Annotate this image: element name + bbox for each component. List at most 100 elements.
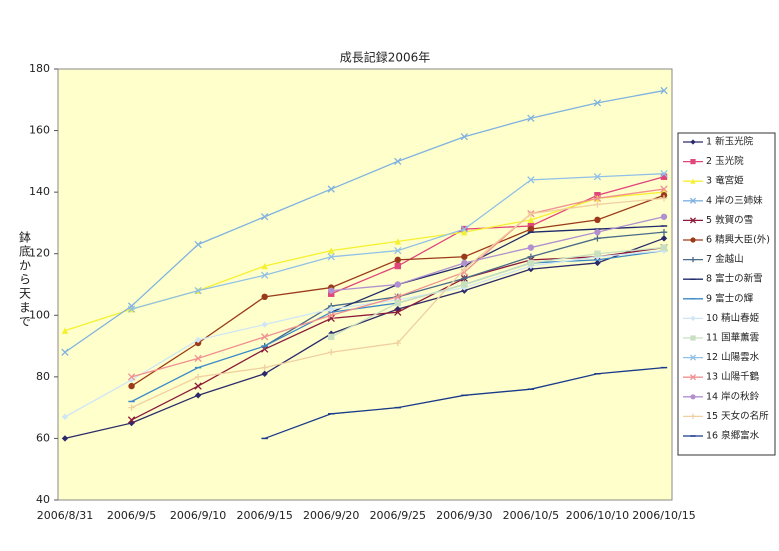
- marker: [394, 238, 401, 245]
- legend-label: 8 富士の新雪: [706, 273, 763, 285]
- marker: [527, 225, 535, 233]
- series-line: [330, 176, 665, 295]
- marker: [194, 382, 202, 390]
- marker: [527, 176, 535, 184]
- marker: [394, 157, 402, 166]
- series-line: [64, 237, 665, 440]
- marker: [594, 228, 601, 236]
- marker: [594, 259, 601, 267]
- series-line: [330, 225, 665, 313]
- marker: [660, 170, 668, 178]
- marker: [327, 185, 335, 193]
- marker: [394, 256, 401, 264]
- marker: [461, 259, 468, 267]
- marker: [527, 253, 535, 260]
- marker: [660, 235, 668, 242]
- legend-marker: [690, 159, 696, 165]
- marker: [394, 293, 402, 301]
- legend-item: 15 天女の名所: [683, 410, 769, 422]
- marker: [194, 336, 202, 344]
- marker: [394, 262, 401, 270]
- marker: [527, 244, 535, 251]
- x-tick-label: 2006/8/31: [37, 509, 93, 522]
- marker: [394, 281, 401, 288]
- legend-label: 2 玉光院: [706, 155, 744, 167]
- legend-label: 7 金越山: [706, 253, 744, 265]
- marker: [127, 373, 136, 381]
- legend-item: 11 国華薫雲: [683, 332, 759, 344]
- marker: [460, 133, 468, 141]
- marker: [594, 235, 601, 242]
- series-line: [64, 249, 665, 418]
- series-line: [64, 89, 665, 353]
- legend-item: 8 富士の新雪: [683, 273, 763, 285]
- y-tick-label: 80: [36, 370, 50, 383]
- y-tick-label: 100: [29, 308, 50, 321]
- legend-item: 10 精山春姫: [683, 312, 760, 324]
- legend-label: 1 新玉光院: [706, 136, 754, 148]
- marker: [461, 281, 468, 288]
- legend-item: 5 敦賀の雪: [683, 214, 753, 226]
- legend-label: 16 泉郷富水: [706, 430, 760, 442]
- legend-marker: [690, 335, 696, 341]
- x-tick-label: 2006/9/25: [370, 509, 426, 522]
- legend-marker: [690, 315, 696, 321]
- marker: [660, 244, 668, 251]
- marker: [593, 173, 602, 181]
- marker: [261, 271, 269, 279]
- legend-item: 3 竜宮姫: [683, 175, 744, 187]
- marker: [328, 349, 335, 356]
- marker: [261, 321, 268, 328]
- marker: [594, 250, 601, 257]
- series-line: [330, 246, 665, 338]
- marker: [660, 213, 668, 220]
- y-tick-label: 120: [29, 247, 50, 260]
- legend-marker: [690, 237, 696, 243]
- marker: [194, 392, 202, 399]
- x-tick-label: 2006/9/20: [303, 509, 359, 522]
- marker: [261, 213, 269, 221]
- marker: [593, 99, 602, 107]
- y-tick-label: 180: [29, 62, 50, 75]
- x-tick-label: 2006/9/30: [436, 509, 492, 522]
- x-tick-label: 2006/9/15: [236, 509, 292, 522]
- marker: [328, 333, 335, 341]
- x-tick-label: 2006/10/10: [566, 509, 629, 522]
- marker: [527, 114, 535, 122]
- legend-marker: [690, 413, 696, 419]
- marker: [461, 275, 468, 282]
- marker: [61, 413, 69, 421]
- x-tick-label: 2006/9/10: [170, 509, 226, 522]
- y-axis-label: 鉢底から天まで: [18, 231, 32, 329]
- marker: [327, 253, 335, 261]
- marker: [194, 354, 202, 363]
- legend-item: 4 岸の三姉妹: [683, 194, 763, 206]
- legend-marker: [689, 354, 697, 361]
- legend-label: 15 天女の名所: [706, 410, 769, 422]
- marker: [527, 210, 535, 217]
- legend-item: 12 山陽雲水: [683, 351, 760, 363]
- marker: [61, 435, 69, 442]
- x-tick-label: 2006/10/5: [503, 509, 559, 522]
- marker: [261, 370, 268, 377]
- legend-marker: [690, 394, 696, 400]
- legend-marker: [690, 139, 696, 145]
- marker: [594, 201, 601, 208]
- marker: [593, 194, 602, 202]
- legend-label: 14 岸の秋鈴: [706, 390, 760, 402]
- marker: [660, 195, 668, 202]
- legend-marker: [690, 178, 696, 184]
- marker: [328, 287, 335, 294]
- marker: [460, 225, 468, 233]
- marker: [261, 364, 268, 371]
- marker: [327, 311, 335, 319]
- chart-title: 成長記録2006年: [340, 50, 431, 65]
- marker: [194, 373, 202, 381]
- marker: [128, 382, 135, 390]
- legend: [677, 132, 776, 456]
- legend-item: 7 金越山: [683, 253, 744, 265]
- marker: [261, 333, 269, 341]
- legend-label: 3 竜宮姫: [706, 175, 744, 187]
- legend-label: 5 敦賀の雪: [706, 214, 753, 226]
- marker: [61, 348, 69, 356]
